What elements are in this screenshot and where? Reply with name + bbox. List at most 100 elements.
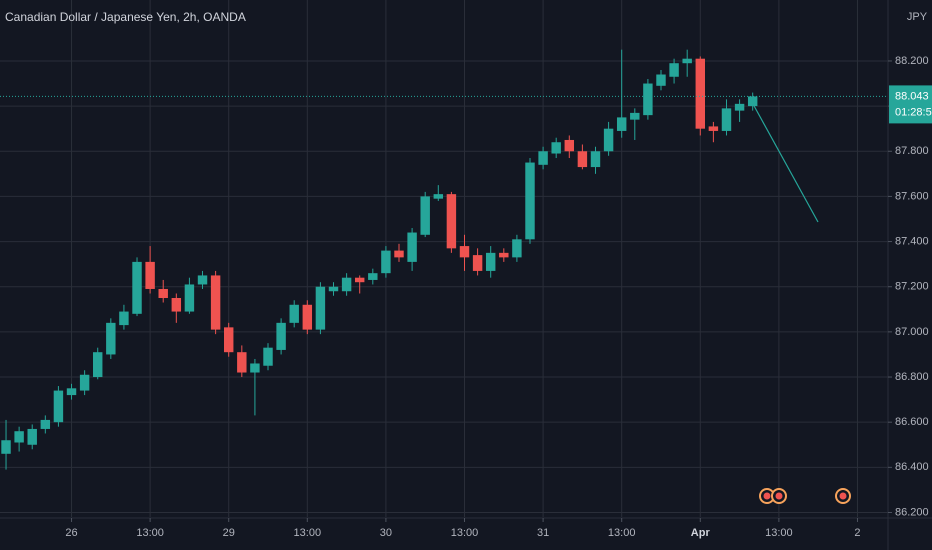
- candle-body: [446, 194, 457, 249]
- candle-body: [407, 232, 417, 262]
- plot: [0, 49, 888, 470]
- candle: [341, 273, 352, 296]
- trend-line[interactable]: [752, 103, 819, 223]
- candle-body: [577, 151, 588, 168]
- y-tick-label: 88.200: [895, 55, 929, 67]
- candle-body: [40, 419, 51, 429]
- candle: [525, 158, 535, 244]
- candle: [66, 383, 77, 400]
- x-tick-label: 31: [537, 527, 549, 539]
- candle-body: [93, 352, 103, 378]
- candle-body: [708, 126, 719, 131]
- candle-body: [145, 261, 155, 289]
- candle-body: [695, 58, 706, 129]
- y-tick-label: 87.200: [895, 281, 929, 293]
- candle-body: [433, 194, 444, 199]
- candle-body: [184, 284, 195, 312]
- x-tick-label: 13:00: [451, 527, 479, 539]
- candle: [223, 322, 234, 357]
- candle: [656, 69, 666, 91]
- y-tick-label: 87.600: [895, 190, 929, 202]
- candle-body: [354, 277, 365, 283]
- x-tick-label: 26: [65, 527, 77, 539]
- candle-body: [328, 286, 339, 292]
- candle: [420, 191, 430, 238]
- candle-body: [315, 286, 326, 330]
- candle-body: [564, 139, 575, 152]
- candle-body: [132, 261, 142, 314]
- candle: [237, 345, 247, 378]
- candle-body: [394, 250, 404, 258]
- candle: [695, 56, 706, 136]
- candle-body: [603, 128, 614, 152]
- candle: [433, 185, 444, 201]
- candle-body: [79, 374, 90, 391]
- candle-body: [302, 304, 313, 330]
- candle: [184, 277, 195, 314]
- candle: [210, 270, 221, 335]
- candle: [590, 146, 601, 174]
- candle-body: [420, 196, 430, 235]
- candle: [27, 424, 37, 450]
- candle-body: [499, 252, 509, 258]
- candle: [263, 343, 273, 371]
- x-tick-label: 13:00: [765, 527, 793, 539]
- candle-body: [250, 363, 260, 373]
- candle: [119, 304, 129, 330]
- candle: [747, 92, 758, 111]
- event-marker-dot: [775, 492, 783, 500]
- candle-body: [682, 58, 692, 64]
- candle-body: [747, 96, 758, 107]
- candle: [459, 234, 470, 271]
- candle-body: [656, 74, 666, 86]
- candle: [394, 243, 404, 262]
- candle: [485, 246, 496, 278]
- x-tick-label: 2: [854, 527, 860, 539]
- candle: [171, 293, 182, 323]
- candle: [328, 282, 339, 296]
- currency-label: JPY: [907, 11, 928, 23]
- y-tick-label: 86.200: [895, 506, 929, 518]
- event-markers[interactable]: [759, 488, 851, 504]
- candle: [132, 257, 142, 317]
- candle-body: [66, 388, 77, 396]
- candle-body: [223, 327, 234, 353]
- candle: [276, 318, 286, 355]
- candle: [551, 137, 561, 159]
- candle: [643, 79, 653, 120]
- candle-body: [14, 431, 24, 443]
- candle: [145, 246, 155, 294]
- candle: [577, 144, 588, 170]
- candle-body: [381, 250, 391, 274]
- candle-body: [643, 83, 653, 116]
- candle-body: [53, 390, 64, 423]
- candle-body: [27, 428, 37, 445]
- candle-body: [538, 151, 548, 165]
- candle: [446, 191, 457, 253]
- candle: [538, 146, 548, 170]
- y-tick-label: 87.800: [895, 145, 929, 157]
- x-tick-label: Apr: [691, 527, 711, 539]
- last-price-badge: [889, 85, 932, 124]
- candle: [381, 246, 391, 278]
- candle-body: [171, 298, 182, 312]
- candle-body: [106, 322, 116, 355]
- candle-body: [1, 440, 11, 454]
- candle-body: [512, 239, 522, 258]
- candle: [40, 415, 51, 434]
- currency-badge: [905, 9, 929, 25]
- candle-body: [459, 246, 470, 258]
- candle: [472, 248, 483, 276]
- candle: [499, 248, 509, 262]
- candle: [250, 358, 260, 416]
- y-tick-label: 87.400: [895, 235, 929, 247]
- candle-body: [669, 63, 679, 77]
- candle: [512, 234, 522, 262]
- candle: [354, 275, 365, 294]
- y-tick-label: 86.800: [895, 371, 929, 383]
- candle: [603, 121, 614, 156]
- candle: [616, 49, 627, 138]
